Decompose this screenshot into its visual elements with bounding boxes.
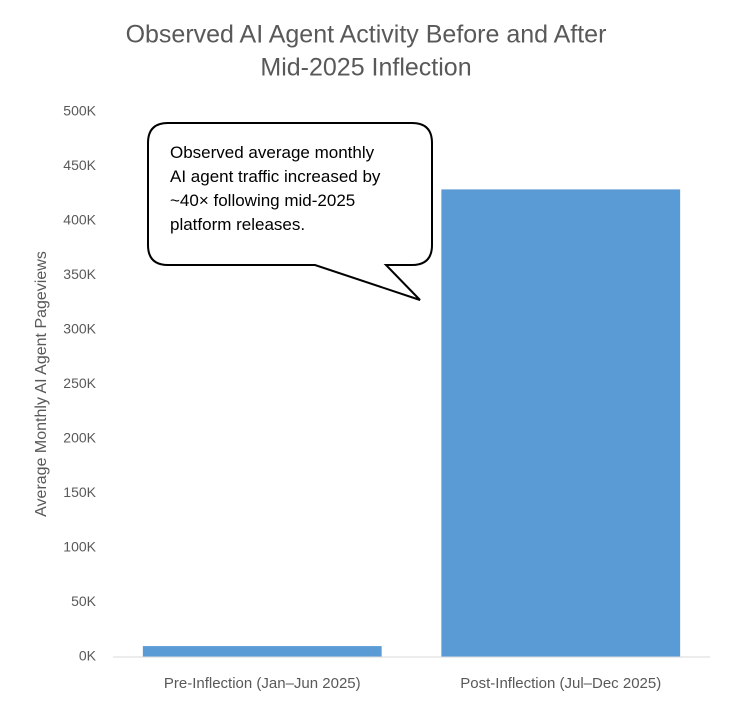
y-tick-label: 350K [63, 266, 96, 282]
bar [441, 189, 681, 657]
callout-text: Observed average monthly [170, 143, 375, 162]
callout-text: platform releases. [170, 215, 305, 234]
y-tick-label: 200K [63, 430, 96, 446]
callout-bubble [147, 122, 433, 301]
y-tick-label: 300K [63, 321, 96, 337]
chart-title: Observed AI Agent Activity Before and Af… [126, 21, 607, 49]
y-axis-label: Average Monthly AI Agent Pageviews [33, 251, 50, 517]
callout-text: ~40× following mid-2025 [170, 191, 355, 210]
bar [142, 646, 382, 657]
y-tick-label: 250K [63, 375, 96, 391]
y-tick-label: 100K [63, 539, 96, 555]
y-tick-label: 500K [63, 103, 96, 119]
plot: 0K 50K 100K 150K 200K 250K 300K 350K 400K 450K 500… [63, 103, 710, 692]
chart-title: Mid-2025 Inflection [260, 54, 471, 82]
callout-text: AI agent traffic increased by [170, 167, 381, 186]
y-tick-label: 50K [71, 593, 97, 609]
y-tick-label: 150K [63, 484, 96, 500]
x-tick-label: Pre-Inflection (Jan–Jun 2025) [164, 675, 361, 692]
x-tick-label: Post-Inflection (Jul–Dec 2025) [460, 675, 661, 692]
y-tick-label: 450K [63, 157, 96, 173]
y-tick-label: 0K [79, 648, 97, 664]
y-tick-label: 400K [63, 212, 96, 228]
